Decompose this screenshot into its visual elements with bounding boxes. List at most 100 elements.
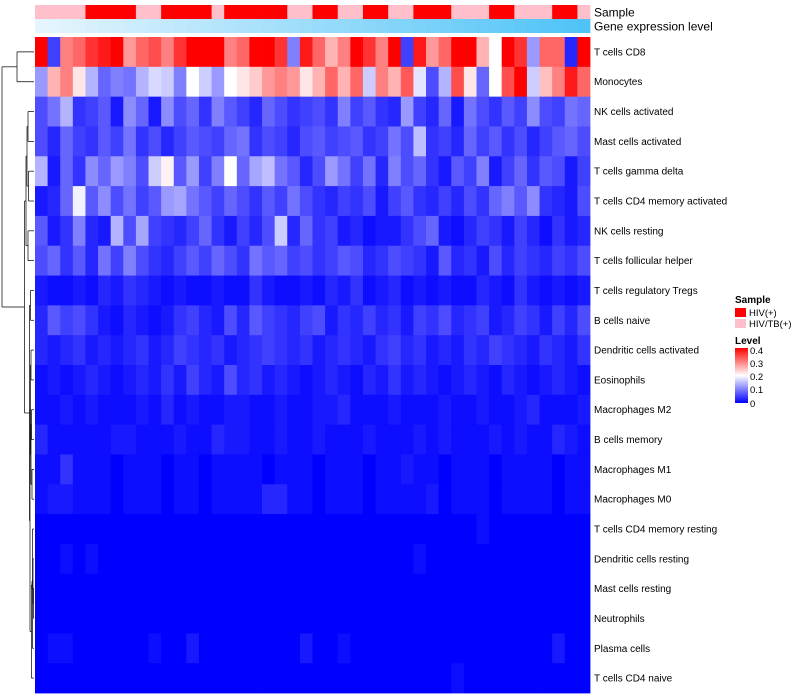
heatmap-cell <box>451 514 465 545</box>
expression-annotation-cell <box>249 19 263 33</box>
row-label: Macrophages M2 <box>594 405 672 416</box>
heatmap-cell <box>325 663 339 694</box>
heatmap-cell <box>274 394 288 426</box>
heatmap-cell <box>350 186 364 217</box>
heatmap-cell <box>249 186 263 217</box>
heatmap-cell <box>337 305 351 336</box>
heatmap-cell <box>325 514 339 545</box>
heatmap-cell <box>426 37 440 68</box>
heatmap-cell <box>60 633 74 664</box>
heatmap-cell <box>287 245 301 276</box>
heatmap-cell <box>501 484 515 515</box>
heatmap-cell <box>539 215 553 247</box>
heatmap-cell <box>198 394 212 426</box>
heatmap-cell <box>501 96 515 127</box>
heatmap-cell <box>362 156 376 187</box>
heatmap-cell <box>526 394 540 426</box>
heatmap-cell <box>337 543 351 575</box>
heatmap-cell <box>98 156 112 187</box>
heatmap-cell <box>123 633 137 664</box>
sample-annotation-cell <box>325 5 339 19</box>
heatmap-cell <box>388 186 402 217</box>
heatmap-cell <box>312 573 326 604</box>
heatmap-cell <box>514 245 528 276</box>
heatmap-cell <box>72 37 86 68</box>
heatmap-cell <box>211 156 225 187</box>
heatmap-cell <box>501 126 515 157</box>
heatmap-cell <box>400 394 414 426</box>
heatmap-cell <box>312 454 326 485</box>
heatmap-cell <box>400 633 414 664</box>
sample-annotation-cell <box>47 5 61 19</box>
expression-annotation-cell <box>35 19 49 33</box>
heatmap-cell <box>236 633 250 664</box>
heatmap-cell <box>413 663 427 694</box>
heatmap-cell <box>489 186 503 217</box>
heatmap-cell <box>47 394 61 426</box>
heatmap-cell <box>501 633 515 664</box>
heatmap-cell <box>224 37 238 68</box>
heatmap-cell <box>426 514 440 545</box>
heatmap-cell <box>350 424 364 455</box>
heatmap-cell <box>262 424 276 455</box>
heatmap-cell <box>186 305 200 336</box>
heatmap-cell <box>98 186 112 217</box>
heatmap-cell <box>564 156 578 187</box>
heatmap-cell <box>501 394 515 426</box>
heatmap-cell <box>476 663 490 694</box>
heatmap-cell <box>60 454 74 485</box>
heatmap-cell <box>413 573 427 604</box>
heatmap-cell <box>501 305 515 336</box>
heatmap-cell <box>110 305 124 336</box>
heatmap-cell <box>287 186 301 217</box>
heatmap-cell <box>489 215 503 247</box>
heatmap-cell <box>539 454 553 485</box>
heatmap-cell <box>249 394 263 426</box>
heatmap-cell <box>312 394 326 426</box>
heatmap-cell <box>85 514 99 545</box>
heatmap-cell <box>501 186 515 217</box>
heatmap-cell <box>161 633 175 664</box>
heatmap-cell <box>564 245 578 276</box>
expression-annotation-cell <box>526 19 540 33</box>
heatmap-cell <box>375 275 389 306</box>
heatmap-cell <box>564 454 578 485</box>
heatmap-cell <box>463 96 477 127</box>
expression-annotation-cell <box>400 19 414 33</box>
heatmap-cell <box>287 573 301 604</box>
heatmap-cell <box>110 543 124 575</box>
heatmap-cell <box>362 424 376 455</box>
heatmap-cell <box>85 37 99 68</box>
heatmap-cell <box>35 663 49 694</box>
heatmap-cell <box>350 335 364 366</box>
expression-annotation-cell <box>539 19 553 33</box>
heatmap-cell <box>35 633 49 664</box>
heatmap-cell <box>552 394 566 426</box>
heatmap-cell <box>123 663 137 694</box>
expression-annotation-cell <box>135 19 149 33</box>
heatmap-cell <box>350 126 364 157</box>
heatmap-cell <box>110 186 124 217</box>
heatmap-cell <box>186 156 200 187</box>
sample-annotation-cell <box>35 5 49 19</box>
sample-annotation-cell <box>186 5 200 19</box>
heatmap-cell <box>123 543 137 575</box>
heatmap-cell <box>35 514 49 545</box>
heatmap-cell <box>438 484 452 515</box>
heatmap-cell <box>526 365 540 396</box>
heatmap-cell <box>186 365 200 396</box>
heatmap-cell <box>325 156 339 187</box>
heatmap-cell <box>299 424 313 455</box>
heatmap-cell <box>337 573 351 604</box>
heatmap-cell <box>262 37 276 68</box>
heatmap-cell <box>388 454 402 485</box>
heatmap-cell <box>552 186 566 217</box>
heatmap-cell <box>148 543 162 575</box>
heatmap-cell <box>123 275 137 306</box>
heatmap-cell <box>539 335 553 366</box>
heatmap-cell <box>274 215 288 247</box>
sample-annotation-cell <box>400 5 414 19</box>
heatmap-cell <box>564 543 578 575</box>
heatmap-cell <box>476 633 490 664</box>
heatmap-cell <box>236 186 250 217</box>
